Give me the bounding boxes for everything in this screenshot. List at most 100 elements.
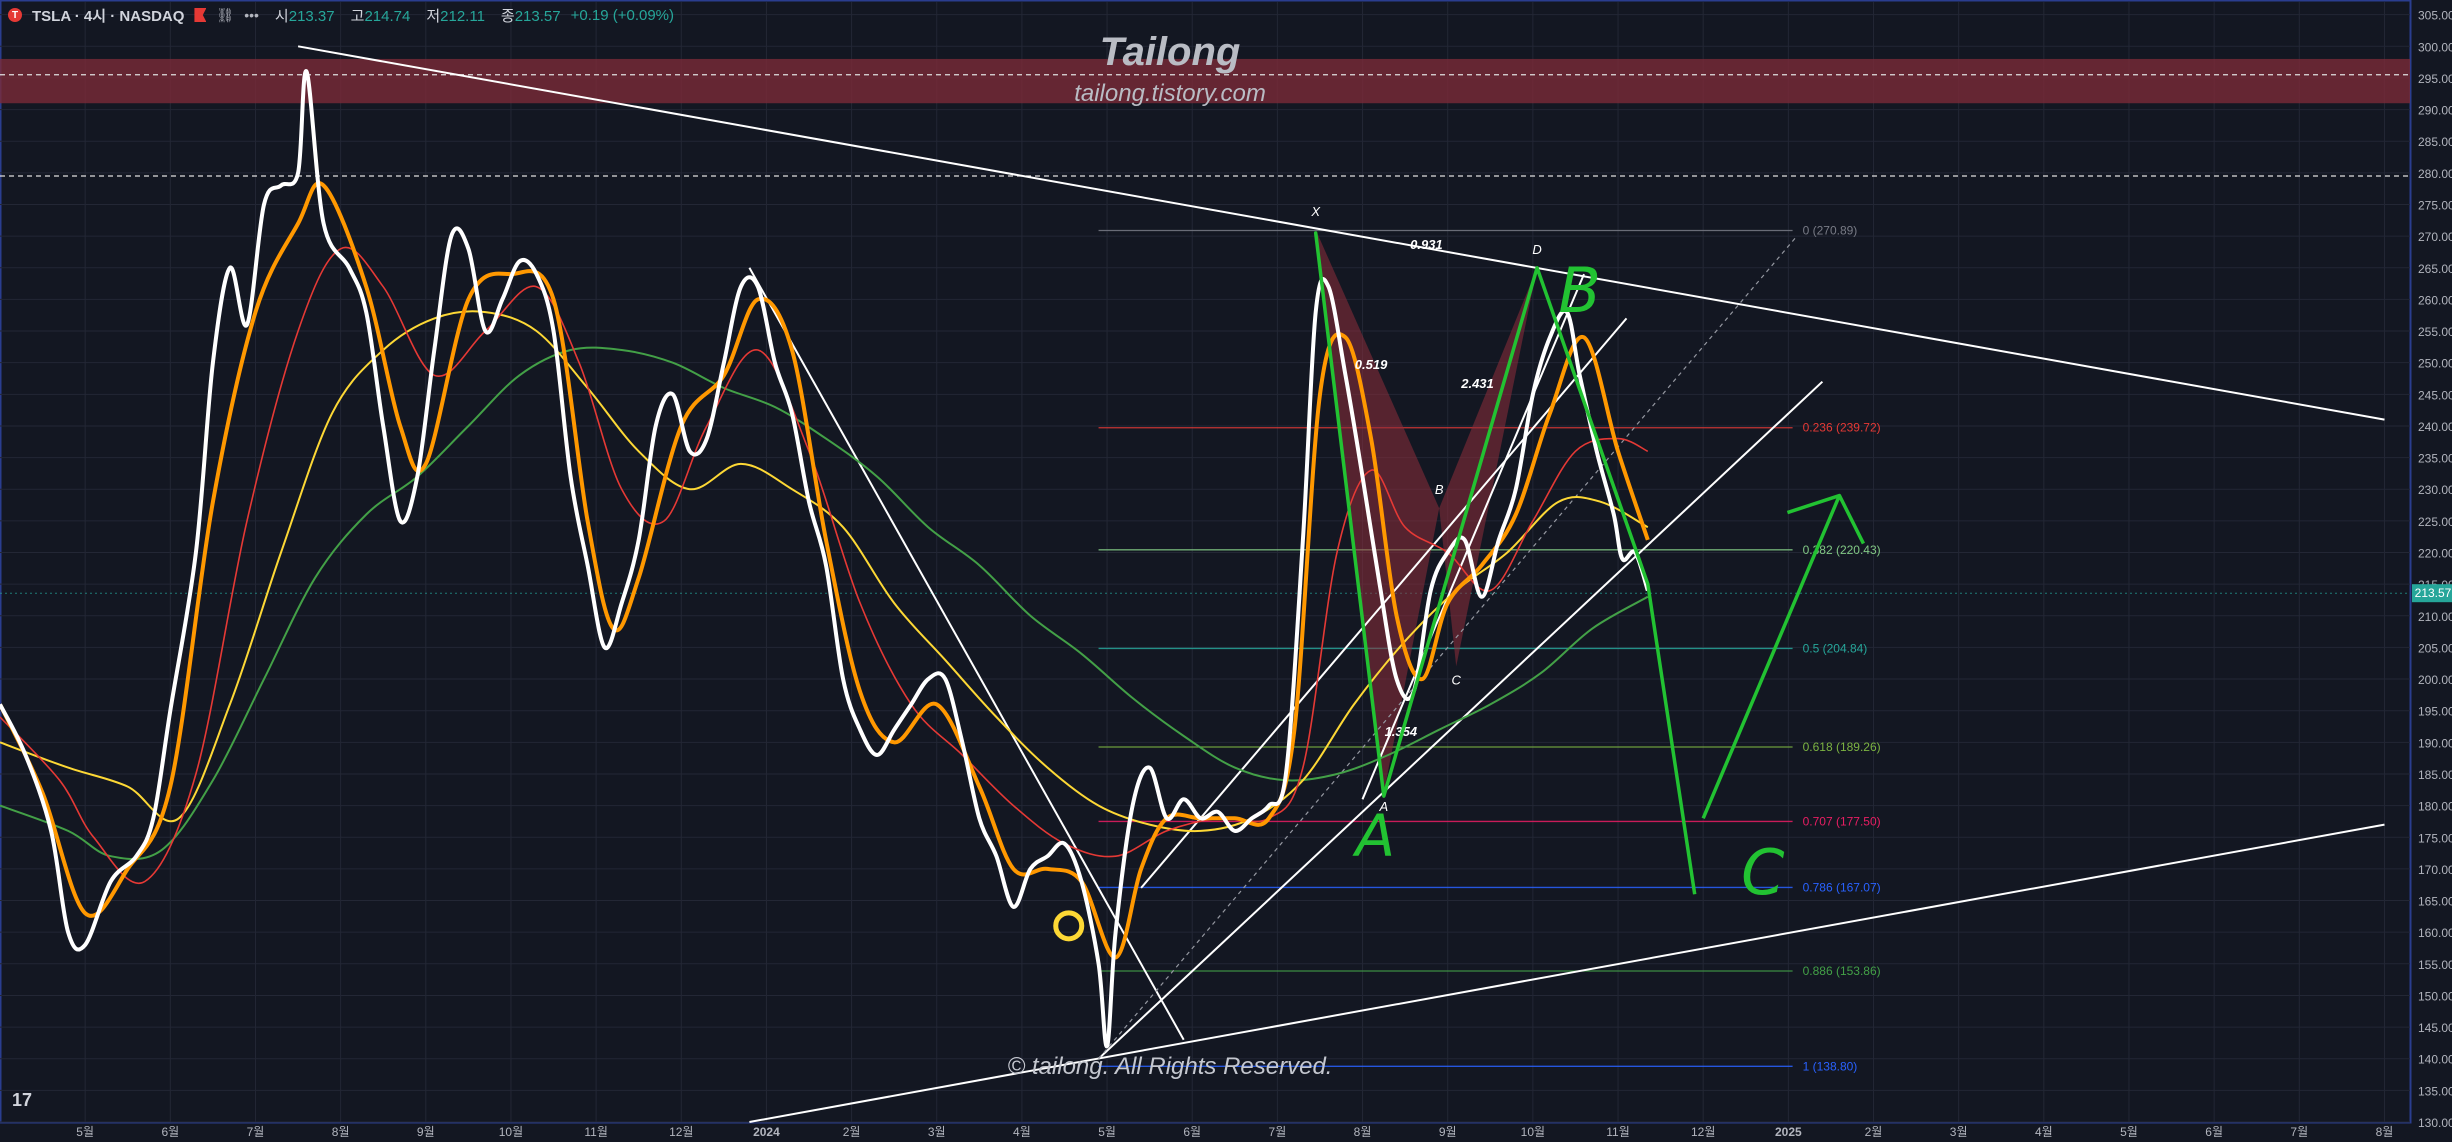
fib-level-label: 1 (138.80) — [1803, 1059, 1858, 1073]
fib-level-label: 0.5 (204.84) — [1803, 641, 1868, 655]
x-tick-label: 11월 — [584, 1125, 608, 1139]
y-tick-label: 210.00 — [2418, 610, 2452, 624]
handwritten-letter: C — [1741, 836, 1785, 909]
x-tick-label: 12월 — [669, 1125, 693, 1139]
projection-arrow — [1701, 494, 1842, 819]
x-tick-label: 2025 — [1775, 1125, 1802, 1139]
x-tick-label: 2월 — [843, 1125, 861, 1139]
ohlc-low: 저212.11 — [426, 7, 485, 25]
price-line — [0, 69, 1650, 1049]
y-tick-label: 170.00 — [2418, 863, 2452, 877]
flag-icon[interactable] — [194, 8, 207, 22]
x-tick-label: 3월 — [1950, 1125, 1968, 1139]
y-tick-label: 205.00 — [2418, 641, 2452, 655]
y-tick-label: 160.00 — [2418, 926, 2452, 940]
y-tick-label: 305.00 — [2418, 9, 2452, 23]
ema-orange-line — [0, 181, 1650, 960]
y-tick-label: 165.00 — [2418, 895, 2452, 909]
ma-green-line — [0, 346, 1649, 861]
harmonic-point-label: B — [1435, 482, 1444, 497]
harmonic-triangle-bcd — [1439, 267, 1538, 667]
x-tick-label: 10월 — [1521, 1125, 1545, 1139]
harmonic-ratio-label: 2.431 — [1460, 376, 1494, 391]
y-tick-label: 260.00 — [2418, 293, 2452, 307]
x-tick-label: 9월 — [417, 1125, 435, 1139]
fibonacci-retracement: 0 (270.89) 0.236 (239.72) 0.382 (220.43) 0.… — [1098, 223, 1881, 1073]
y-tick-label: 200.00 — [2418, 673, 2452, 687]
fib-level-label: 0.236 (239.72) — [1803, 421, 1881, 435]
y-tick-label: 295.00 — [2418, 72, 2452, 86]
ma-yellow-line — [0, 310, 1649, 833]
harmonic-ratio-label: 0.519 — [1355, 357, 1388, 372]
y-tick-label: 235.00 — [2418, 452, 2452, 466]
y-tick-label: 135.00 — [2418, 1084, 2452, 1098]
y-tick-label: 230.00 — [2418, 483, 2452, 497]
trendline-lower-support — [749, 823, 2385, 1123]
y-tick-label: 155.00 — [2418, 958, 2452, 972]
symbol-header: T TSLA · 4시 · NASDAQ ⛓ ••• 시213.37 고214.… — [0, 0, 2408, 30]
fib-level-label: 0.786 (167.07) — [1803, 880, 1881, 894]
ohlc-high: 고214.74 — [350, 7, 411, 25]
y-tick-label: 255.00 — [2418, 325, 2452, 339]
y-tick-label: 290.00 — [2418, 104, 2452, 118]
ma-red-line — [0, 246, 1649, 885]
y-tick-label: 180.00 — [2418, 800, 2452, 814]
x-tick-label: 12월 — [1691, 1125, 1715, 1139]
copyright-notice: © tailong. All Rights Reserved. — [1007, 1053, 1333, 1080]
x-tick-label: 2024 — [753, 1125, 780, 1139]
x-tick-label: 5월 — [2120, 1125, 2138, 1139]
harmonic-point-label: C — [1452, 672, 1462, 687]
symbol-label[interactable]: TSLA · 4시 · NASDAQ — [32, 7, 185, 25]
y-tick-label: 240.00 — [2418, 420, 2452, 434]
fib-level-label: 0.886 (153.86) — [1803, 964, 1881, 978]
trendline-downtrend — [748, 267, 1185, 1041]
watermark-url: tailong.tistory.com — [1074, 80, 1266, 107]
y-tick-label: 130.00 — [2418, 1116, 2452, 1130]
y-axis: 130.00 135.00 140.00 145.00 150.00 155.00 160.… — [0, 9, 2452, 1130]
x-tick-label: 4월 — [1013, 1125, 1031, 1139]
current-price-label: 213.57 — [2415, 586, 2452, 600]
x-tick-label: 7월 — [1269, 1125, 1287, 1139]
x-tick-label: 6월 — [161, 1125, 179, 1139]
handwritten-letter: A — [1351, 802, 1395, 870]
y-tick-label: 250.00 — [2418, 357, 2452, 371]
x-tick-label: 11월 — [1606, 1125, 1630, 1139]
tesla-logo-icon: T — [8, 8, 22, 22]
current-price-badge — [2412, 584, 2452, 603]
x-tick-label: 5월 — [1098, 1125, 1116, 1139]
harmonic-point-label: A — [1378, 799, 1388, 814]
resistance-zone — [0, 58, 2410, 104]
y-tick-label: 175.00 — [2418, 831, 2452, 845]
y-tick-label: 300.00 — [2418, 40, 2452, 54]
y-tick-label: 220.00 — [2418, 547, 2452, 561]
y-tick-label: 140.00 — [2418, 1053, 2452, 1067]
x-tick-label: 9월 — [1439, 1125, 1457, 1139]
y-tick-label: 265.00 — [2418, 262, 2452, 276]
harmonic-point-label: X — [1310, 204, 1321, 219]
trendline-upper-resistance — [297, 45, 2385, 421]
fib-level-label: 0 (270.89) — [1803, 223, 1858, 237]
x-tick-label: 5월 — [76, 1125, 94, 1139]
projection-arrowhead — [1786, 493, 1865, 545]
x-tick-label: 2월 — [1865, 1125, 1883, 1139]
x-tick-label: 8월 — [2376, 1125, 2394, 1139]
more-icon[interactable]: ••• — [244, 7, 259, 23]
fib-level-label: 0.618 (189.26) — [1803, 740, 1881, 754]
x-tick-label: 7월 — [247, 1125, 265, 1139]
price-change: +0.19 (+0.09%) — [570, 6, 675, 24]
y-tick-label: 185.00 — [2418, 768, 2452, 782]
x-tick-label: 6월 — [1183, 1125, 1201, 1139]
harmonic-ratio-label: 0.931 — [1410, 237, 1443, 252]
y-tick-label: 190.00 — [2418, 736, 2452, 750]
highlight-circle — [1053, 910, 1085, 942]
handwritten-letter: B — [1558, 254, 1601, 327]
ohlc-open: 시213.37 — [274, 7, 335, 25]
y-tick-label: 275.00 — [2418, 198, 2452, 212]
y-tick-label: 145.00 — [2418, 1021, 2452, 1035]
y-tick-label: 245.00 — [2418, 388, 2452, 402]
link-icon[interactable]: ⛓ — [216, 6, 235, 23]
harmonic-point-label: D — [1532, 242, 1541, 257]
tradingview-logo[interactable]: 17 — [12, 1090, 33, 1110]
x-tick-label: 3월 — [928, 1125, 946, 1139]
